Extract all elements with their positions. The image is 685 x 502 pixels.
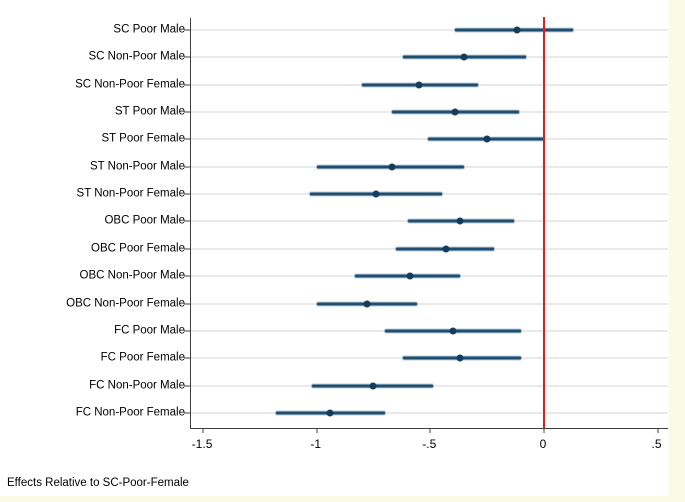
- point-estimate-marker: [449, 327, 457, 335]
- y-axis-label: SC Poor Male: [113, 23, 185, 36]
- y-axis-label: ST Non-Poor Male: [89, 160, 185, 172]
- y-axis-label: OBC Poor Male: [104, 214, 185, 227]
- x-tick-label: .5: [651, 437, 662, 451]
- y-axis-tick: [184, 330, 190, 332]
- reference-line-zero: [542, 17, 545, 428]
- point-estimate-marker: [460, 53, 468, 61]
- x-tick-label: -1: [310, 437, 321, 451]
- y-axis-label: FC Non-Poor Male: [89, 378, 185, 391]
- x-axis-tick: [316, 428, 318, 433]
- point-estimate-marker: [326, 409, 334, 417]
- y-axis-label: OBC Non-Poor Female: [66, 296, 185, 309]
- y-axis-label: ST Non-Poor Female: [76, 187, 185, 200]
- y-axis-tick: [184, 220, 190, 222]
- point-estimate-marker: [372, 190, 380, 198]
- y-axis-label: ST Poor Male: [114, 105, 185, 118]
- y-axis-tick: [184, 412, 190, 414]
- y-axis-label: SC Non-Poor Male: [88, 50, 185, 63]
- gridline: [191, 411, 668, 414]
- gridline: [191, 302, 668, 305]
- point-estimate-marker: [442, 245, 450, 253]
- y-axis-label: FC Non-Poor Female: [75, 406, 185, 419]
- y-axis-tick: [184, 385, 190, 387]
- y-axis-tick: [184, 303, 190, 304]
- y-axis-tick: [184, 166, 190, 168]
- point-estimate-marker: [369, 382, 377, 390]
- y-axis-label: ST Poor Female: [101, 132, 185, 145]
- y-axis-tick: [184, 248, 190, 250]
- point-estimate-marker: [456, 217, 464, 225]
- point-estimate-marker: [483, 135, 491, 143]
- y-axis-label: FC Poor Female: [100, 351, 185, 364]
- x-axis-tick: [202, 428, 204, 433]
- plot-area: [184, 17, 668, 433]
- point-estimate-marker: [388, 163, 396, 171]
- y-axis-label: FC Poor Male: [114, 324, 185, 337]
- y-axis-label: OBC Poor Female: [91, 242, 185, 255]
- x-tick-label: 0: [539, 437, 547, 451]
- y-axis-tick: [184, 29, 190, 31]
- point-estimate-marker: [363, 300, 371, 307]
- y-axis-tick: [184, 84, 190, 86]
- x-axis-tick: [657, 428, 659, 433]
- point-estimate-marker: [451, 108, 459, 116]
- point-estimate-marker: [513, 26, 521, 34]
- coefficient-plot: SC Poor Male SC Non-Poor Male SC Non-Poor …: [0, 0, 669, 496]
- y-axis-tick: [184, 111, 190, 113]
- point-estimate-marker: [415, 81, 423, 89]
- y-axis-tick: [184, 193, 190, 195]
- y-axis-tick: [184, 56, 190, 58]
- x-axis-tick: [429, 428, 431, 433]
- x-axis-tick: [543, 428, 545, 433]
- x-tick-label: -1.5: [191, 437, 213, 451]
- y-axis-label: SC Non-Poor Female: [75, 77, 185, 90]
- y-axis-tick: [184, 275, 190, 277]
- point-estimate-marker: [456, 354, 464, 362]
- x-axis-note: Effects Relative to SC-Poor-Female: [7, 477, 189, 489]
- gridline: [191, 29, 668, 31]
- point-estimate-marker: [406, 272, 414, 280]
- y-axis-label: OBC Non-Poor Male: [79, 269, 185, 282]
- y-axis-tick: [184, 357, 190, 359]
- x-tick-label: -.5: [422, 437, 437, 451]
- y-axis-tick: [184, 138, 190, 140]
